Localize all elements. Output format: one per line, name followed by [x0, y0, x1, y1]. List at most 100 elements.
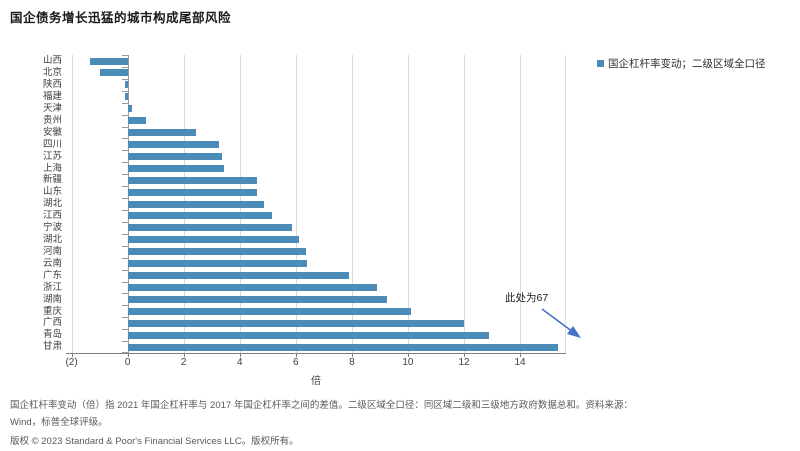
- bar: [127, 129, 197, 136]
- bar: [127, 343, 558, 351]
- y-axis-tick: [121, 317, 128, 319]
- legend: 国企杠杆率变动；二级区域全口径: [597, 56, 766, 71]
- x-tick-label: 2: [180, 357, 187, 368]
- bar: [127, 272, 350, 279]
- y-axis-tick: [121, 329, 128, 331]
- y-axis-labels: 山西 北京 陕西 福建 天津 贵州 安徽 四川 江苏 上海 新疆 山东 湖北 江西 宁波 湖北 河南 云南 广东 浙江…: [0, 55, 62, 353]
- y-axis-tick: [121, 102, 128, 104]
- annotation-label: 此处为67: [505, 292, 549, 304]
- category-label: 湖北: [42, 198, 62, 210]
- vertical-gridline: [71, 55, 73, 353]
- y-axis-tick: [121, 138, 128, 140]
- y-axis-tick: [121, 221, 128, 223]
- bar: [127, 307, 411, 315]
- legend-marker-square: [597, 60, 604, 67]
- y-axis-tick: [121, 114, 128, 116]
- chart-title: 国企债务增长迅猛的城市构成尾部风险: [10, 11, 232, 25]
- y-axis-tick: [121, 90, 128, 92]
- category-label: 江苏: [42, 150, 62, 162]
- y-axis-tick: [121, 245, 128, 247]
- bar: [127, 117, 146, 125]
- category-label: 北京: [42, 67, 62, 79]
- y-axis-tick: [121, 269, 128, 271]
- x-tick-label: 0: [124, 357, 131, 368]
- vertical-gridline: [295, 55, 297, 353]
- category-label: 山东: [42, 186, 62, 198]
- category-label: 湖南: [42, 293, 62, 305]
- x-tick-label: 10: [402, 357, 414, 368]
- category-label: 天津: [42, 102, 62, 114]
- y-axis-tick: [121, 281, 128, 283]
- category-label: 贵州: [42, 114, 62, 126]
- y-axis-tick: [121, 210, 128, 211]
- category-label: 四川: [42, 138, 62, 150]
- bar: [127, 140, 219, 148]
- y-axis-tick: [121, 186, 128, 188]
- x-tick-label: 14: [514, 357, 526, 368]
- bar: [127, 295, 387, 303]
- bar: [127, 164, 225, 172]
- bar: [124, 93, 128, 101]
- x-tick-mark: [464, 353, 465, 357]
- y-axis-tick: [121, 174, 128, 176]
- category-label: 山西: [42, 55, 62, 67]
- category-label: 重庆: [42, 305, 62, 317]
- y-axis-tick: [121, 66, 128, 68]
- bar: [127, 260, 308, 268]
- x-tick-mark: [520, 353, 521, 357]
- y-axis-tick: [121, 352, 128, 353]
- category-label: 河南: [42, 245, 62, 257]
- x-tick-label: 12: [458, 357, 470, 368]
- bar: [127, 200, 264, 208]
- bar: [124, 81, 128, 89]
- category-label: 安徽: [42, 126, 62, 138]
- bar: [127, 188, 257, 196]
- y-axis-tick: [121, 55, 128, 56]
- bar: [127, 176, 257, 184]
- y-axis-tick: [121, 233, 128, 235]
- x-tick-mark: [351, 353, 353, 357]
- plot-area: [66, 55, 566, 353]
- category-label: 湖北: [42, 234, 62, 245]
- x-tick-mark: [127, 353, 129, 357]
- bar: [127, 319, 464, 327]
- x-tick-label: 6: [293, 357, 299, 368]
- x-tick-mark: [183, 353, 185, 357]
- x-tick-mark: [295, 353, 297, 357]
- annotation-arrow-icon: [541, 308, 581, 338]
- bar: [127, 105, 132, 113]
- x-tick-mark: [239, 353, 241, 357]
- bar: [127, 331, 490, 339]
- legend-label: 国企杠杆率变动；二级区域全口径: [608, 58, 766, 70]
- category-label: 上海: [42, 162, 62, 174]
- category-label: 云南: [42, 257, 62, 269]
- footnote-line-2: Wind，标普全球评级。: [10, 417, 108, 428]
- y-axis-tick: [121, 341, 128, 343]
- y-axis-tick: [121, 257, 128, 259]
- x-tick-label: (2): [65, 357, 78, 368]
- bar: [127, 224, 292, 232]
- bar: [127, 212, 272, 220]
- x-axis-tick-labels: (2) 0 2 4 6 8 10 12 14: [65, 357, 566, 371]
- y-axis-tick: [121, 162, 128, 164]
- category-label: 广东: [42, 269, 62, 281]
- bar: [89, 57, 128, 65]
- vertical-gridline: [351, 55, 353, 353]
- vertical-gridline: [464, 55, 465, 353]
- category-label: 江西: [42, 210, 62, 222]
- category-label: 浙江: [42, 281, 62, 293]
- y-axis-tick: [121, 293, 128, 295]
- x-axis-title: 倍: [311, 376, 321, 387]
- vertical-gridline: [520, 55, 521, 353]
- y-axis-tick: [121, 150, 128, 152]
- category-label: 福建: [42, 91, 62, 102]
- y-axis-tick: [121, 198, 128, 199]
- category-label: 新疆: [42, 174, 62, 186]
- footnote-line-1: 国企杠杆率变动（倍）指 2021 年国企杠杆率与 2017 年国企杠杆率之间的差…: [10, 400, 633, 411]
- y-axis-tick: [121, 305, 128, 307]
- bar: [127, 283, 378, 291]
- x-axis-line: [66, 353, 566, 354]
- category-label: 广西: [42, 317, 62, 329]
- y-axis-tick: [121, 126, 128, 128]
